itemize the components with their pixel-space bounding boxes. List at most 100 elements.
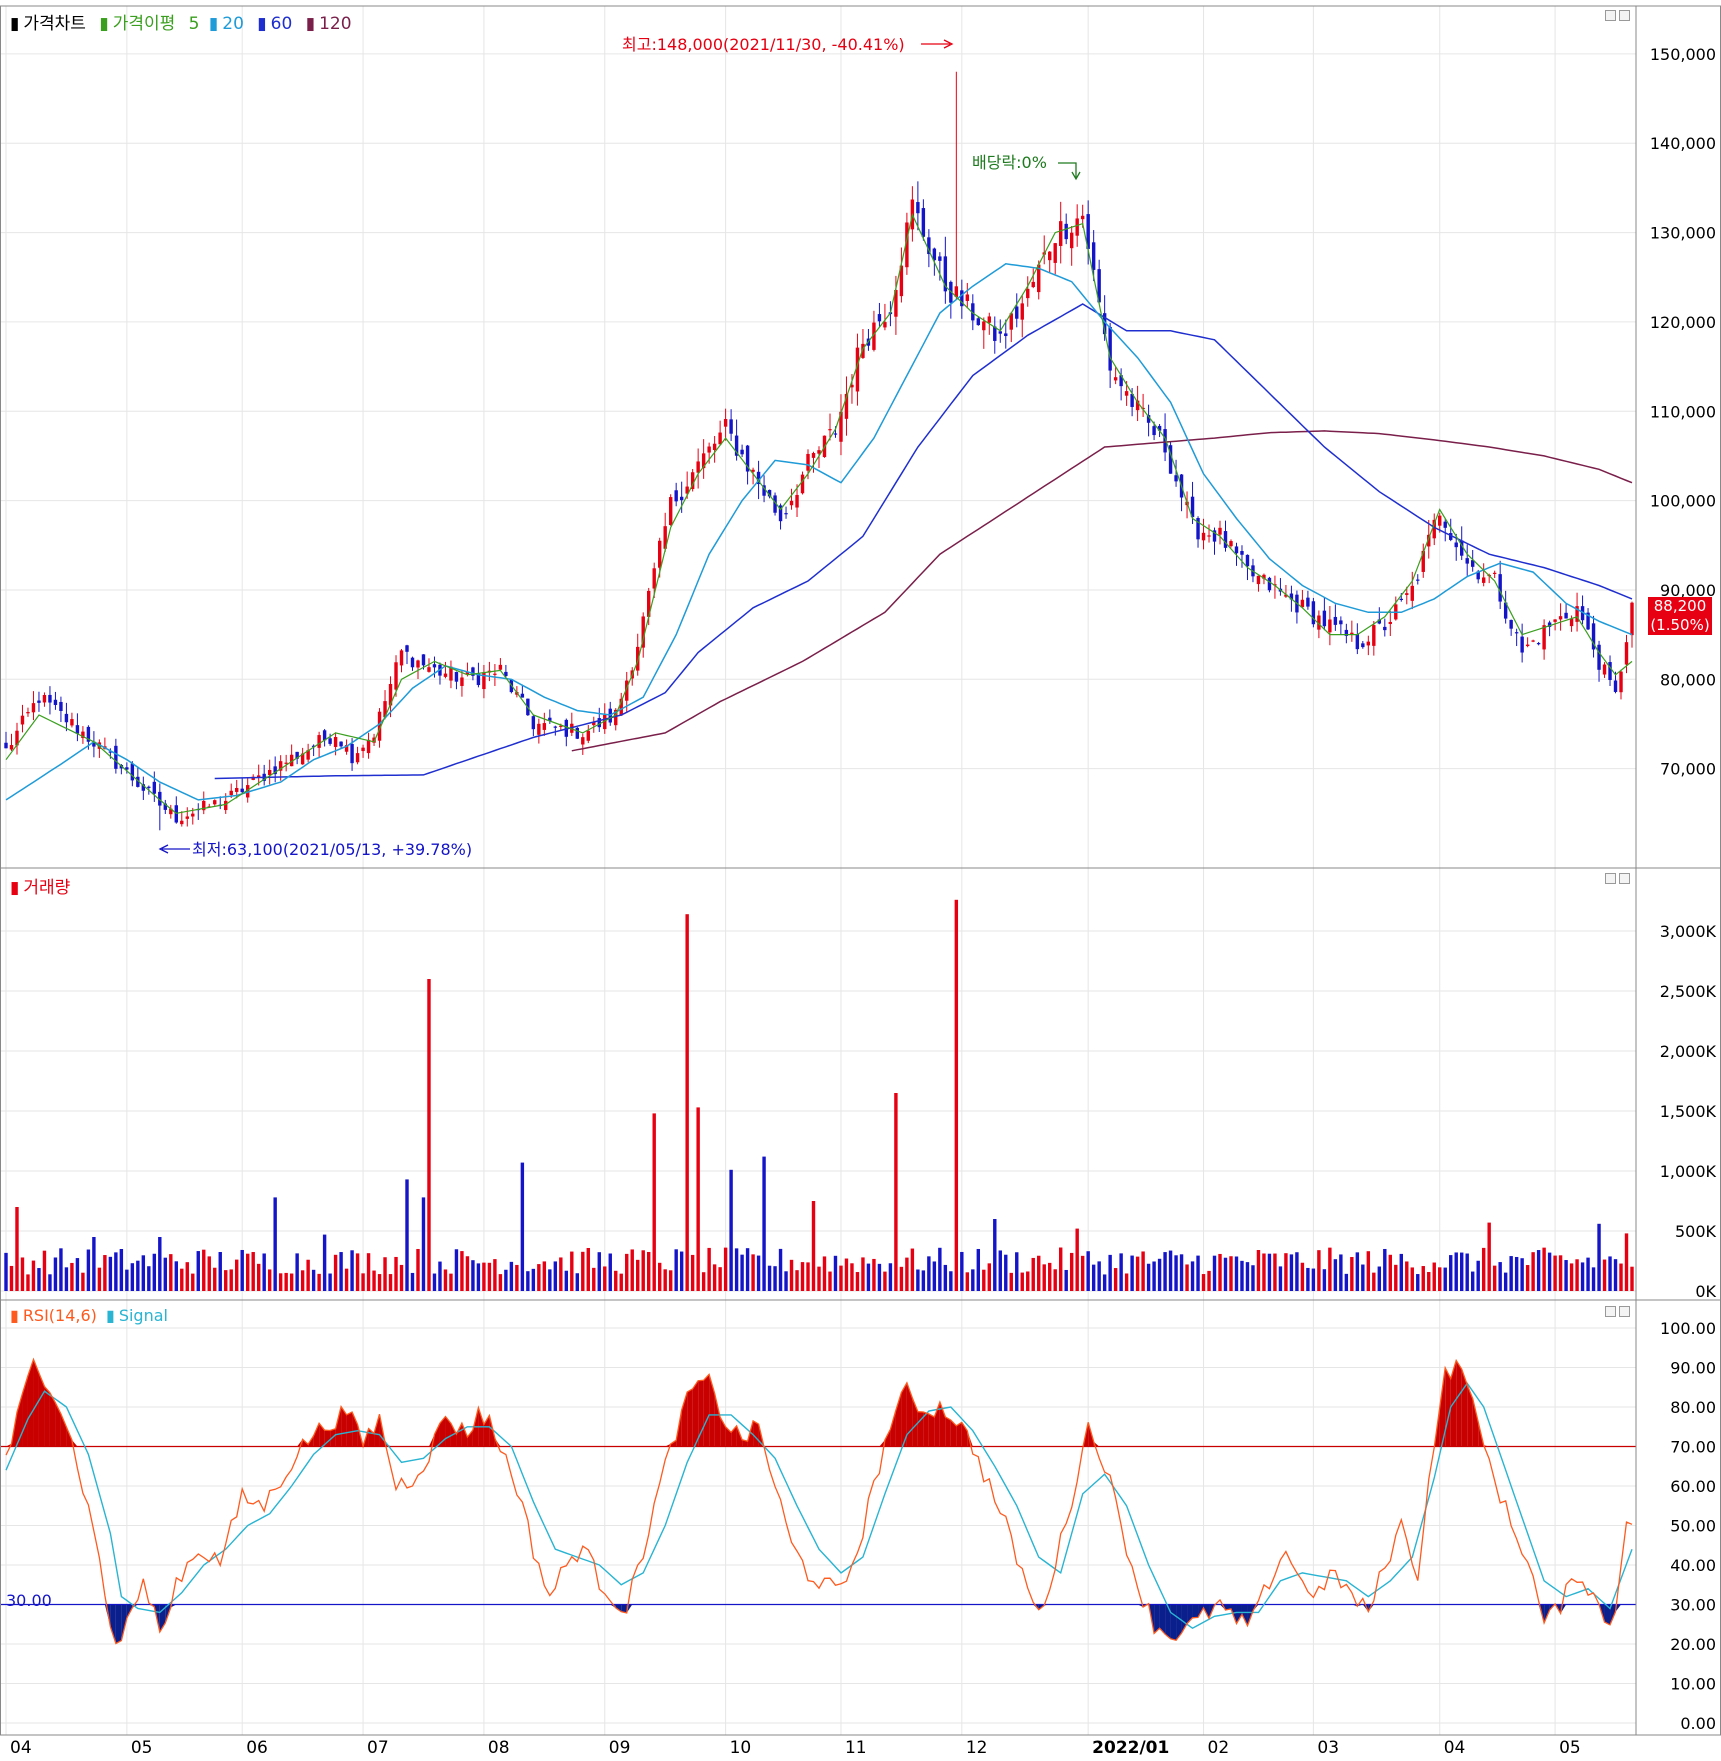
volume-bar	[42, 1250, 47, 1291]
rsi-overbought-fill	[956, 1422, 962, 1447]
volume-bar	[1542, 1247, 1546, 1291]
volume-bar	[894, 1093, 898, 1291]
candle-body	[1591, 623, 1596, 650]
candle-body	[1058, 221, 1063, 246]
candle-body	[1580, 606, 1585, 621]
volume-bar	[927, 1256, 931, 1291]
candle-body	[663, 526, 667, 549]
candle-body	[1498, 574, 1502, 602]
volume-bar	[564, 1270, 569, 1291]
volume-bar	[454, 1249, 459, 1291]
candle-body	[300, 753, 305, 765]
volume-panel-minimize-icon[interactable]	[1605, 873, 1616, 884]
rsi-oversold-fill	[1159, 1604, 1166, 1635]
candle-body	[1223, 531, 1228, 548]
candle-body	[1174, 475, 1178, 482]
price-panel-close-icon[interactable]	[1619, 10, 1630, 21]
candle-body	[784, 513, 788, 515]
volume-bar	[26, 1274, 30, 1291]
rsi-overbought-fill	[961, 1422, 968, 1447]
volume-bar	[449, 1273, 453, 1291]
volume-bar	[399, 1264, 404, 1291]
rsi-overbought-fill	[1445, 1367, 1451, 1447]
last-price-badge: 88,200 (1.50%)	[1648, 597, 1712, 635]
candle-body	[1031, 281, 1035, 288]
volume-bar	[625, 1253, 629, 1291]
candle-body	[498, 664, 503, 670]
volume-bar	[833, 1255, 838, 1291]
rsi-overbought-fill	[709, 1374, 715, 1447]
candle-body	[53, 699, 58, 705]
rsi-oversold-fill	[1615, 1604, 1622, 1612]
volume-panel-close-icon[interactable]	[1619, 873, 1630, 884]
candle-body	[652, 568, 656, 589]
volume-bar	[333, 1254, 338, 1291]
x-tick-label: 02	[1208, 1738, 1230, 1757]
rsi-overbought-fill	[703, 1374, 710, 1447]
volume-bar	[20, 1257, 25, 1291]
volume-bar	[1234, 1256, 1239, 1291]
candle-body	[701, 453, 706, 469]
volume-bar	[877, 1263, 882, 1291]
volume-bar	[723, 1247, 728, 1291]
candle-body	[1196, 518, 1200, 540]
volume-bar	[520, 1162, 525, 1291]
candle-body	[1416, 579, 1420, 581]
candle-body	[861, 343, 865, 358]
rsi-overbought-fill	[456, 1423, 462, 1447]
volume-bar	[537, 1264, 541, 1291]
volume-bar	[993, 1219, 997, 1291]
volume-bar	[1185, 1264, 1189, 1291]
candle-body	[1207, 535, 1211, 537]
rsi-panel-close-icon[interactable]	[1619, 1306, 1630, 1317]
volume-bar	[910, 1248, 915, 1291]
candle-body	[817, 450, 821, 454]
volume-bar	[366, 1253, 371, 1291]
rsi-overbought-fill	[55, 1402, 61, 1447]
candle-body	[1597, 644, 1601, 670]
candle-body	[603, 714, 607, 730]
volume-bar	[15, 1207, 19, 1291]
candle-body	[1256, 575, 1261, 585]
volume-y-tick-label: 1,000K	[1660, 1162, 1717, 1181]
rsi-y-tick-label: 20.00	[1670, 1635, 1716, 1654]
volume-bar	[59, 1248, 63, 1291]
volume-bar	[559, 1257, 563, 1291]
rsi-y-tick-label: 50.00	[1670, 1517, 1716, 1536]
candle-body	[350, 743, 354, 764]
volume-bar	[855, 1272, 860, 1291]
volume-bar	[125, 1269, 129, 1291]
volume-bar	[1141, 1251, 1145, 1291]
rsi-panel-minimize-icon[interactable]	[1605, 1306, 1616, 1317]
candle-body	[328, 738, 332, 744]
volume-bar	[1602, 1259, 1607, 1291]
rsi-overbought-fill	[341, 1406, 347, 1447]
rsi-overbought-fill	[945, 1416, 951, 1447]
rsi-y-tick-label: 100.00	[1660, 1319, 1716, 1338]
candle-body	[905, 222, 909, 268]
volume-bar	[982, 1269, 986, 1291]
volume-bar	[1262, 1253, 1266, 1291]
candle-body	[169, 808, 173, 815]
volume-bar	[729, 1169, 733, 1291]
candle-body	[366, 739, 371, 754]
volume-bar	[883, 1271, 887, 1291]
volume-bar	[1344, 1273, 1349, 1291]
volume-bar	[4, 1252, 8, 1291]
volume-bar	[344, 1268, 349, 1291]
volume-bar	[570, 1251, 574, 1291]
volume-bar	[350, 1250, 354, 1291]
rsi-oversold-fill	[1176, 1604, 1182, 1641]
rsi-overbought-fill	[923, 1411, 929, 1447]
candle-body	[1470, 560, 1475, 567]
rsi-overbought-fill	[928, 1413, 935, 1447]
volume-bar	[1487, 1222, 1491, 1291]
x-tick-label: 06	[246, 1738, 268, 1757]
volume-bar	[1086, 1251, 1090, 1291]
volume-bar	[383, 1257, 387, 1291]
legend-signal: Signal	[118, 1306, 168, 1325]
candle-body	[806, 453, 810, 471]
price-panel-minimize-icon[interactable]	[1605, 10, 1616, 21]
price-y-tick-label: 110,000	[1650, 402, 1716, 421]
